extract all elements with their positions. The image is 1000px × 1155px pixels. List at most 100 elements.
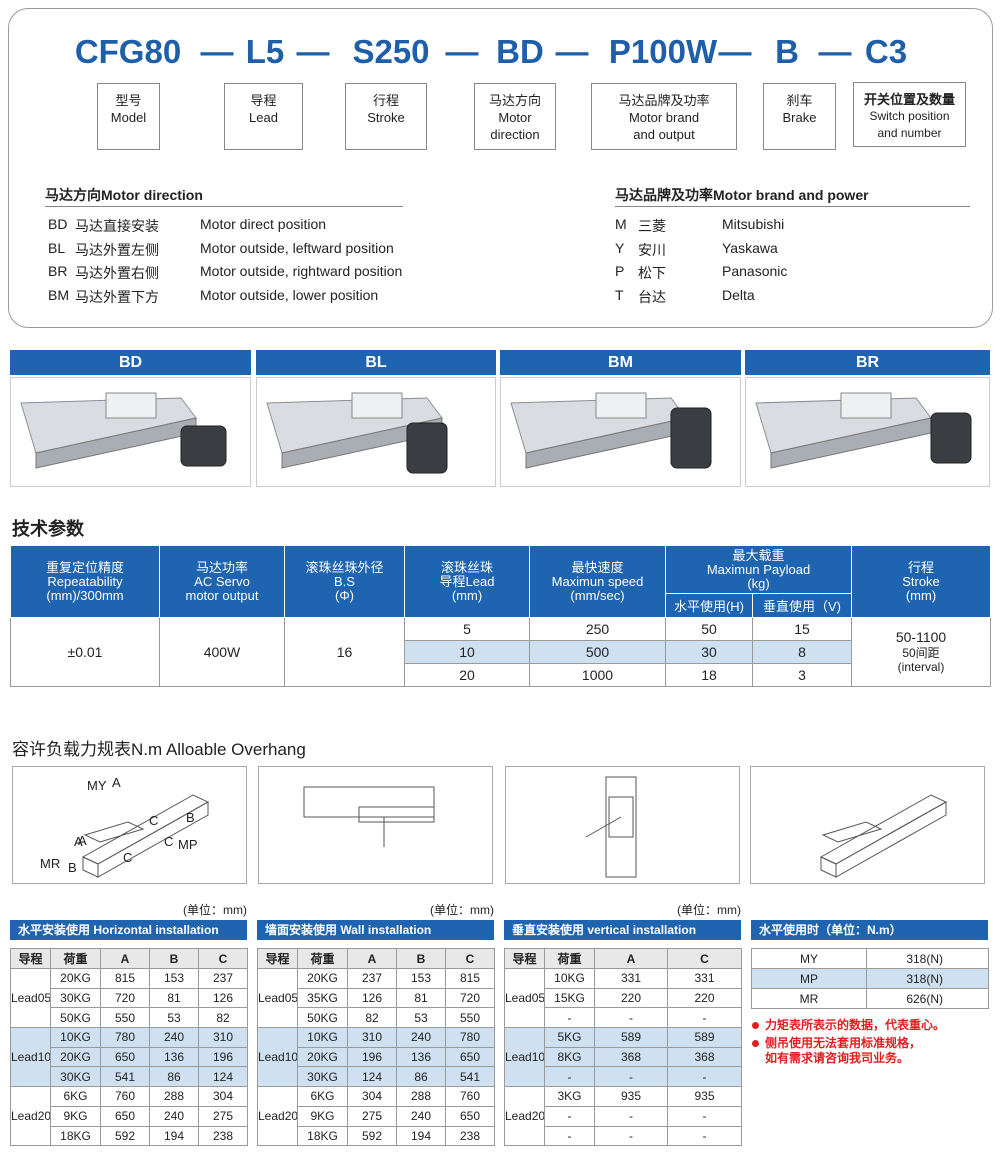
moment-cell: 626(N) (866, 988, 989, 1009)
data-cell: 82 (198, 1007, 248, 1029)
text-line: 力矩表所表示的数据，代表重心。 (765, 1018, 946, 1032)
unit-label: (单位：mm) (430, 903, 494, 917)
text-line: direction (490, 127, 540, 142)
model-separator: — (718, 33, 752, 70)
data-cell: - (594, 1105, 668, 1127)
header-cell: 垂直使用（V) (751, 593, 853, 618)
list-cell: BD (48, 216, 68, 232)
slider (351, 392, 403, 419)
list-cell: P (615, 263, 625, 279)
data-cell: 331 (594, 968, 668, 989)
data-cell: 20KG (50, 968, 101, 989)
overhang-table: 导程 荷重 A B C Lead05 20KG 815 153 237 30KG 720 81 126 50… (10, 948, 248, 1147)
data-row: Lead05 20KG 815 153 237 (10, 967, 248, 1029)
header-cell: 最快速度 Maximun speed (mm/sec) (529, 545, 666, 618)
data-cell: - (594, 1066, 668, 1088)
list-cell: Delta (722, 286, 755, 303)
diagram-label: B (186, 810, 195, 825)
data-cell: 368 (667, 1046, 742, 1068)
view-image (256, 377, 496, 487)
data-row: Lead20 3KG 935 935 (504, 1086, 742, 1147)
moment-cell: MR (751, 988, 867, 1009)
diagram-label: MP (178, 837, 198, 852)
field-box: 开关位置及数量 Switch position and number (853, 82, 966, 147)
data-cell: 53 (396, 1007, 446, 1029)
data-cell: 153 (396, 968, 446, 989)
text-line: Maximun Payload (706, 561, 811, 577)
header-cell: 荷重 (297, 948, 348, 969)
data-row: Lead10 10KG 780 240 310 (10, 1027, 248, 1088)
data-cell: 15KG (544, 987, 595, 1009)
data-row: 30KG 720 81 126 (11, 987, 248, 1009)
shape (97, 801, 209, 878)
list-cell: 马达直接安装 (75, 218, 159, 234)
list-cell: 三菱 (638, 218, 666, 234)
field-box: 马达品牌及功率 Motor brand and output (591, 83, 737, 150)
list-cell: BM (48, 286, 69, 303)
model-code-part: P100W (608, 33, 718, 70)
text-line: 重复定位精度 (45, 559, 124, 575)
overhang-diagram (12, 766, 247, 884)
data-cell: 592 (347, 1125, 397, 1147)
list-cell: 马达外置右侧 (75, 265, 159, 281)
data-row: Lead20 6KG 304 288 760 (257, 1086, 495, 1147)
header-cell: 最大载重 Maximun Payload (kg) (664, 545, 853, 594)
table-title: 水平使用时（单位：N.m） (751, 920, 988, 940)
data-cell: 304 (198, 1086, 248, 1107)
text-line: motor output (185, 587, 259, 603)
diagram-label: A (74, 834, 83, 849)
data-cell: 194 (396, 1125, 446, 1147)
data-cell: 288 (149, 1086, 199, 1107)
moment-row: MR 626(N) (751, 988, 989, 1009)
motor (406, 422, 448, 474)
moment-row: MY 318(N) (751, 948, 989, 969)
view-header: BD (10, 350, 251, 375)
header-cell: C (667, 948, 742, 969)
list-cell: Panasonic (722, 263, 788, 279)
data-cell: 220 (594, 987, 668, 1009)
data-cell: 50KG (297, 1007, 348, 1029)
data-cell: 30KG (50, 1066, 101, 1088)
shape (358, 806, 435, 823)
data-cell: 238 (198, 1125, 248, 1147)
text-line: Stroke (367, 110, 405, 125)
lead-cell: Lead20 (504, 1086, 545, 1147)
header-cell: B (396, 948, 446, 969)
data-row: 30KG 124 86 541 (257, 1066, 495, 1088)
data-cell: - (667, 1007, 742, 1029)
diagram-label: A (112, 775, 121, 790)
data-row: 30KG 541 86 124 (10, 1066, 248, 1088)
spec-cell: 250 (529, 617, 666, 641)
data-cell: 310 (347, 1027, 397, 1048)
moment-cell: MP (751, 968, 867, 989)
data-cell: 124 (198, 1066, 248, 1088)
spec-cell: 18 (665, 663, 753, 687)
data-cell: - (544, 1125, 595, 1147)
text-line: Stroke (902, 573, 940, 589)
overhang-diagram (750, 766, 985, 884)
spec-row: 20 1000 18 3 (11, 663, 991, 687)
text-line: (kg) (747, 575, 770, 591)
text-line: 如有需求请咨询我司业务。 (765, 1051, 910, 1065)
spec-cell: 1000 (529, 663, 666, 687)
data-cell: 20KG (50, 1046, 101, 1068)
header-cell: 马达功率 AC Servo motor output (159, 545, 285, 618)
data-cell: 18KG (50, 1125, 101, 1147)
data-cell: 541 (100, 1066, 150, 1088)
data-cell: 304 (347, 1086, 397, 1107)
overhang-diagram (258, 766, 493, 884)
text-line: 刹车 (786, 93, 813, 108)
shape (83, 821, 145, 843)
view-header: BR (745, 350, 990, 375)
data-cell: 20KG (297, 968, 348, 989)
moment-row: MP 318(N) (751, 968, 989, 989)
text-line: 马达功率 (195, 559, 248, 575)
view-image (745, 377, 990, 487)
data-cell: 3KG (544, 1086, 595, 1107)
note-bullet (752, 1022, 759, 1029)
text-line: 滚珠丝珠 (440, 559, 493, 575)
data-cell: 592 (100, 1125, 150, 1147)
text-line: 最快速度 (571, 559, 624, 575)
spec-cell: 50 (665, 617, 753, 641)
